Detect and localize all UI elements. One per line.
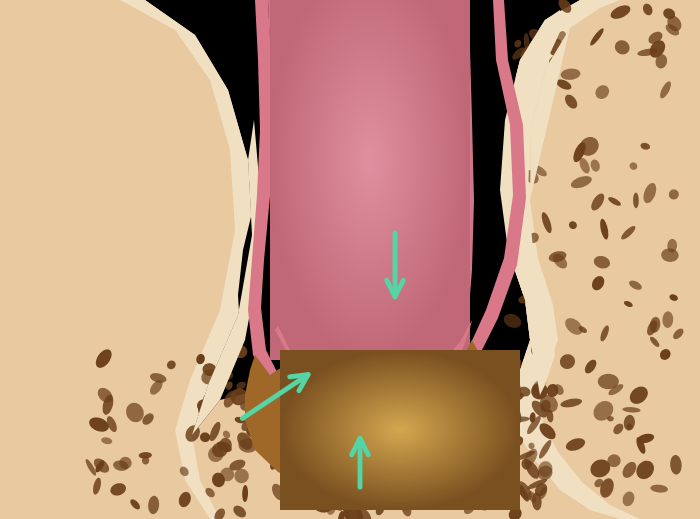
Ellipse shape bbox=[531, 383, 547, 400]
Ellipse shape bbox=[142, 456, 149, 465]
Ellipse shape bbox=[636, 461, 654, 479]
Ellipse shape bbox=[205, 488, 215, 497]
Polygon shape bbox=[500, 10, 570, 395]
Ellipse shape bbox=[524, 449, 538, 466]
Ellipse shape bbox=[643, 183, 656, 203]
Ellipse shape bbox=[499, 413, 509, 424]
Ellipse shape bbox=[629, 281, 642, 290]
Ellipse shape bbox=[662, 311, 673, 328]
Ellipse shape bbox=[524, 170, 538, 184]
Ellipse shape bbox=[387, 467, 402, 479]
Ellipse shape bbox=[343, 505, 363, 519]
Polygon shape bbox=[500, 0, 700, 519]
Ellipse shape bbox=[302, 451, 315, 472]
Ellipse shape bbox=[565, 94, 578, 108]
Ellipse shape bbox=[601, 325, 609, 342]
Ellipse shape bbox=[343, 508, 350, 519]
Ellipse shape bbox=[624, 415, 635, 431]
Ellipse shape bbox=[233, 506, 246, 517]
Ellipse shape bbox=[560, 354, 575, 369]
Ellipse shape bbox=[217, 441, 232, 452]
Ellipse shape bbox=[622, 462, 636, 478]
Ellipse shape bbox=[196, 354, 205, 364]
Ellipse shape bbox=[411, 471, 424, 478]
Polygon shape bbox=[192, 120, 260, 435]
Ellipse shape bbox=[535, 483, 547, 496]
Ellipse shape bbox=[432, 432, 447, 447]
Ellipse shape bbox=[561, 399, 582, 407]
Ellipse shape bbox=[549, 251, 566, 262]
Ellipse shape bbox=[396, 455, 412, 471]
Ellipse shape bbox=[415, 450, 424, 458]
Ellipse shape bbox=[212, 473, 225, 487]
Ellipse shape bbox=[580, 158, 589, 173]
Ellipse shape bbox=[93, 477, 101, 495]
Ellipse shape bbox=[226, 381, 232, 390]
Ellipse shape bbox=[539, 440, 552, 459]
Ellipse shape bbox=[438, 479, 454, 493]
Ellipse shape bbox=[549, 39, 564, 56]
Ellipse shape bbox=[509, 508, 522, 519]
Ellipse shape bbox=[624, 301, 633, 307]
Ellipse shape bbox=[237, 432, 253, 449]
Ellipse shape bbox=[477, 397, 491, 408]
Ellipse shape bbox=[418, 484, 437, 498]
Ellipse shape bbox=[113, 460, 129, 471]
Polygon shape bbox=[500, 0, 640, 519]
Ellipse shape bbox=[667, 239, 677, 253]
Ellipse shape bbox=[202, 363, 216, 376]
Ellipse shape bbox=[325, 498, 342, 511]
Polygon shape bbox=[275, 320, 472, 396]
Ellipse shape bbox=[246, 427, 260, 438]
Ellipse shape bbox=[278, 411, 295, 427]
Ellipse shape bbox=[445, 451, 463, 468]
Ellipse shape bbox=[351, 483, 364, 490]
Ellipse shape bbox=[670, 455, 682, 474]
Ellipse shape bbox=[330, 489, 345, 501]
Ellipse shape bbox=[186, 425, 200, 442]
Ellipse shape bbox=[662, 249, 678, 262]
Ellipse shape bbox=[673, 329, 683, 339]
Ellipse shape bbox=[571, 176, 592, 188]
Ellipse shape bbox=[475, 486, 494, 501]
Ellipse shape bbox=[607, 416, 614, 421]
Ellipse shape bbox=[594, 256, 610, 268]
Ellipse shape bbox=[491, 452, 503, 467]
Ellipse shape bbox=[591, 459, 610, 477]
Ellipse shape bbox=[528, 233, 539, 243]
Ellipse shape bbox=[95, 460, 104, 472]
Ellipse shape bbox=[608, 197, 621, 206]
Ellipse shape bbox=[230, 460, 245, 471]
Polygon shape bbox=[0, 0, 235, 519]
Ellipse shape bbox=[629, 162, 637, 170]
Ellipse shape bbox=[530, 412, 536, 422]
Ellipse shape bbox=[514, 40, 522, 47]
Ellipse shape bbox=[549, 57, 555, 65]
Polygon shape bbox=[80, 0, 252, 519]
Ellipse shape bbox=[640, 143, 650, 149]
Ellipse shape bbox=[464, 504, 475, 514]
Ellipse shape bbox=[377, 448, 387, 460]
Ellipse shape bbox=[580, 137, 598, 156]
Ellipse shape bbox=[488, 431, 499, 443]
Ellipse shape bbox=[487, 448, 503, 458]
Ellipse shape bbox=[596, 85, 609, 99]
Ellipse shape bbox=[217, 370, 233, 380]
Ellipse shape bbox=[636, 437, 645, 454]
Ellipse shape bbox=[203, 393, 215, 409]
Ellipse shape bbox=[313, 495, 335, 513]
Ellipse shape bbox=[547, 409, 554, 422]
Ellipse shape bbox=[382, 446, 394, 463]
Ellipse shape bbox=[566, 438, 585, 451]
Ellipse shape bbox=[526, 461, 539, 479]
Ellipse shape bbox=[668, 189, 679, 199]
Ellipse shape bbox=[326, 501, 336, 515]
Ellipse shape bbox=[357, 508, 371, 519]
Ellipse shape bbox=[553, 254, 567, 268]
Ellipse shape bbox=[306, 447, 324, 458]
Ellipse shape bbox=[234, 469, 248, 483]
Ellipse shape bbox=[650, 40, 665, 58]
Ellipse shape bbox=[237, 381, 246, 389]
Ellipse shape bbox=[655, 54, 667, 69]
